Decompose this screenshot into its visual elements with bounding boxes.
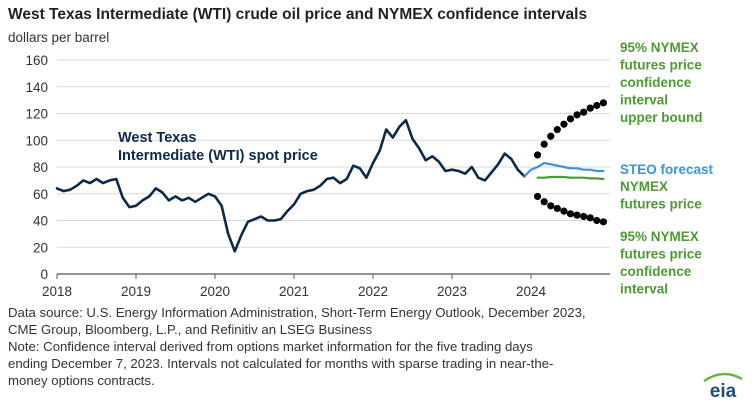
source-line: Data source: U.S. Energy Information Adm…: [8, 305, 586, 320]
footer-notes: Data source: U.S. Energy Information Adm…: [8, 304, 698, 389]
annotations: West Texas Intermediate (WTI) spot price 9…: [118, 40, 714, 300]
ci_lower-point: [553, 204, 561, 213]
futures-annotation: NYMEX futures price: [620, 179, 702, 212]
steo-annotation: STEO forecast: [620, 162, 714, 177]
ci_lower-point: [533, 192, 542, 201]
ci_lower-point: [586, 214, 594, 222]
eia-logo: eia: [703, 372, 743, 400]
x-tick-label: 2024: [516, 284, 547, 299]
ci_upper-point: [560, 120, 568, 128]
note-line: ending December 7, 2023. Intervals not c…: [8, 356, 554, 371]
logo-arc: [703, 372, 743, 383]
ci_upper-point: [573, 111, 581, 119]
y-tick-label: 120: [25, 107, 48, 122]
y-tick-label: 140: [25, 80, 48, 95]
ci-upper-annotation-line: interval: [620, 93, 668, 108]
note-line: Note: Confidence interval derived from o…: [8, 339, 533, 354]
ci_lower-point: [547, 202, 555, 210]
ci_lower-point: [566, 210, 575, 218]
source-line: CME Group, Bloomberg, L.P., and Refiniti…: [8, 322, 373, 337]
x-tick-label: 2021: [279, 284, 309, 299]
ci-upper-annotation-line: futures price: [620, 58, 702, 73]
ci-lower-annotation-line: confidence: [620, 264, 692, 279]
y-tick-label: 80: [33, 160, 48, 175]
ci_lower-point: [573, 211, 581, 219]
x-tick-label: 2020: [200, 284, 230, 299]
y-axis-ticks: 0 20 40 60 80 100 120 140 160: [25, 53, 48, 282]
x-axis-ticks: 2018 2019 2020 2021 2022 2023 2024: [42, 274, 547, 299]
steo-line: [523, 161, 605, 178]
x-tick-label: 2019: [121, 284, 151, 299]
ci_upper-point: [599, 99, 608, 107]
futures-annotation-line: NYMEX: [620, 179, 668, 194]
ci_upper-point: [566, 115, 575, 123]
ci_upper-point: [580, 108, 588, 116]
y-tick-label: 20: [33, 240, 48, 255]
spot-price-annotation: West Texas Intermediate (WTI) spot price: [118, 130, 318, 164]
ci-lower-annotation-line: 95% NYMEX: [620, 229, 699, 244]
y-tick-label: 100: [25, 133, 48, 148]
futures-line: [536, 175, 605, 181]
spot-price-annotation-line: West Texas: [118, 130, 196, 146]
ci_upper-point: [533, 151, 542, 159]
ci-upper-annotation-line: 95% NYMEX: [620, 40, 699, 55]
ci-lower-annotation-line: interval: [620, 282, 668, 297]
spot-line: [55, 118, 526, 253]
ci_lower-point: [540, 198, 548, 206]
ci_lower-point: [593, 216, 601, 225]
ci_lower-point: [560, 207, 568, 215]
ci_upper-point: [540, 140, 548, 148]
futures-annotation-line: futures price: [620, 197, 702, 212]
ci_upper-point: [553, 125, 561, 134]
ci-lower-annotation-line: lower bound: [620, 299, 700, 300]
y-tick-label: 160: [25, 53, 48, 68]
chart-title: West Texas Intermediate (WTI) crude oil …: [8, 6, 588, 23]
x-tick-label: 2023: [437, 284, 467, 299]
ci_upper-point: [593, 101, 601, 110]
y-tick-label: 0: [40, 267, 48, 282]
note-line: money options contracts.: [8, 373, 155, 388]
ci-upper-annotation: 95% NYMEX futures price confidence interval…: [620, 40, 702, 125]
ci-lower-annotation-line: futures price: [620, 247, 702, 262]
y-axis-unit-label: dollars per barrel: [8, 30, 110, 45]
y-tick-label: 40: [33, 214, 48, 229]
ci-upper-annotation-line: confidence: [620, 75, 692, 90]
x-tick-label: 2018: [42, 284, 72, 299]
y-tick-label: 60: [33, 187, 48, 202]
x-tick-label: 2022: [358, 284, 388, 299]
ci-lower-annotation: 95% NYMEX futures price confidence interval…: [620, 229, 702, 300]
spot-price-annotation-line: Intermediate (WTI) spot price: [118, 148, 318, 164]
grid-lines: [57, 59, 610, 248]
ci_upper-point: [586, 104, 594, 112]
steo-annotation-line: STEO forecast: [620, 162, 714, 177]
ci_upper-point: [547, 132, 555, 140]
ci_lower-point: [580, 212, 588, 221]
logo-text: eia: [710, 381, 737, 400]
series-group: [55, 99, 608, 253]
ci_lower-point: [599, 218, 608, 226]
ci-upper-annotation-line: upper bound: [620, 110, 702, 125]
